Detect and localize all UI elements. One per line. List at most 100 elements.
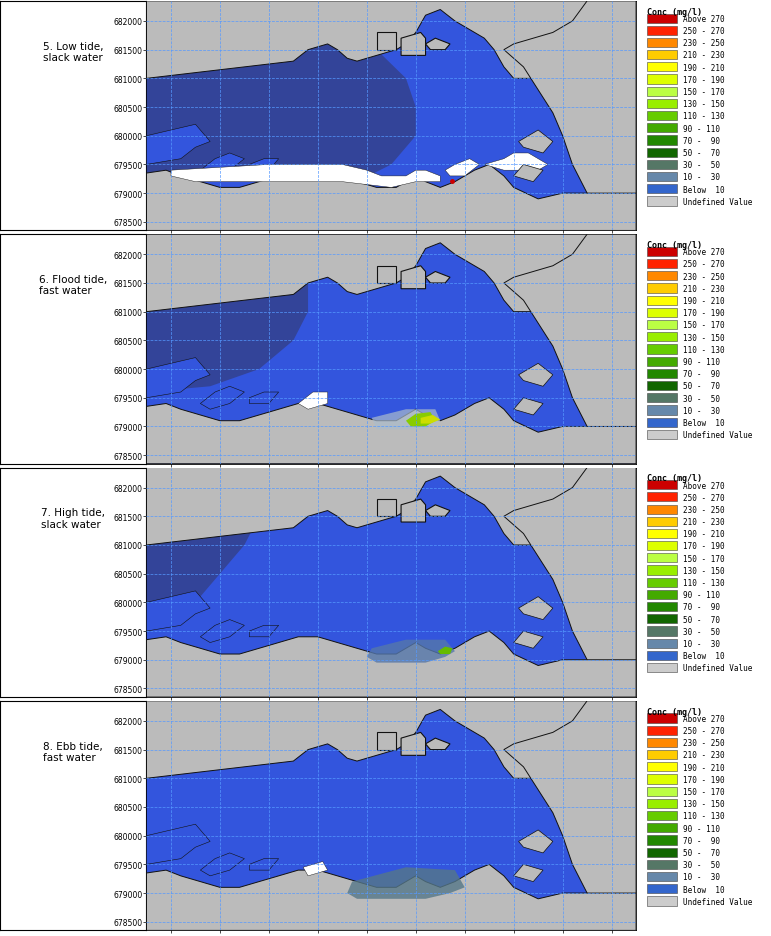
Bar (647, 542, 676, 550)
Polygon shape (426, 739, 450, 750)
Bar (647, 358, 676, 366)
Polygon shape (146, 2, 416, 183)
Polygon shape (146, 235, 308, 392)
Polygon shape (519, 364, 553, 387)
Polygon shape (146, 592, 210, 632)
Polygon shape (146, 701, 636, 779)
Polygon shape (406, 413, 436, 427)
Text: Conc (mg/l): Conc (mg/l) (647, 241, 702, 250)
Polygon shape (200, 154, 244, 177)
Polygon shape (445, 159, 480, 177)
Text: Below  10: Below 10 (683, 651, 725, 661)
Bar (647, 578, 676, 587)
Bar (647, 872, 676, 881)
Text: 110 - 130: 110 - 130 (683, 812, 725, 821)
Bar (647, 848, 676, 856)
Polygon shape (200, 387, 244, 410)
Polygon shape (376, 733, 396, 750)
Bar (647, 14, 676, 23)
Text: 130 - 150: 130 - 150 (683, 333, 725, 343)
Text: 50 -  70: 50 - 70 (683, 848, 720, 857)
Bar (647, 173, 676, 182)
Text: 10 -  30: 10 - 30 (683, 406, 720, 416)
Polygon shape (513, 632, 543, 649)
Bar (647, 285, 676, 293)
Text: 10 -  30: 10 - 30 (683, 639, 720, 649)
Bar (647, 197, 676, 206)
Text: Undefined Value: Undefined Value (683, 664, 752, 673)
Polygon shape (401, 733, 426, 755)
Text: Undefined Value: Undefined Value (683, 897, 752, 906)
Bar (647, 100, 676, 109)
Text: 110 - 130: 110 - 130 (683, 578, 725, 588)
Bar (647, 824, 676, 832)
Text: 170 - 190: 170 - 190 (683, 542, 725, 551)
Text: 190 - 210: 190 - 210 (683, 763, 725, 772)
Bar (647, 897, 676, 905)
Polygon shape (146, 125, 210, 166)
Text: 50 -  70: 50 - 70 (683, 149, 720, 158)
Bar (647, 799, 676, 808)
Bar (647, 394, 676, 402)
Polygon shape (376, 34, 396, 51)
Bar (647, 639, 676, 648)
Text: 190 - 210: 190 - 210 (683, 64, 725, 73)
Bar (647, 603, 676, 611)
Text: 150 - 170: 150 - 170 (683, 787, 725, 797)
Text: 250 - 270: 250 - 270 (683, 27, 725, 36)
Text: 210 - 230: 210 - 230 (683, 285, 725, 294)
Polygon shape (426, 272, 450, 284)
Bar (647, 418, 676, 427)
Bar (647, 664, 676, 672)
Polygon shape (200, 620, 244, 643)
Polygon shape (146, 399, 636, 464)
Text: Below  10: Below 10 (683, 418, 725, 428)
Bar (647, 431, 676, 439)
Polygon shape (298, 392, 328, 410)
Polygon shape (376, 267, 396, 284)
Text: 190 - 210: 190 - 210 (683, 530, 725, 539)
Bar (647, 259, 676, 269)
Text: 150 - 170: 150 - 170 (683, 554, 725, 563)
Text: Above 270: Above 270 (683, 714, 725, 723)
Bar (647, 88, 676, 96)
Polygon shape (519, 131, 553, 154)
Text: 150 - 170: 150 - 170 (683, 88, 725, 97)
Polygon shape (146, 468, 636, 546)
Text: 110 - 130: 110 - 130 (683, 345, 725, 355)
Bar (647, 370, 676, 378)
Text: 190 - 210: 190 - 210 (683, 297, 725, 306)
Polygon shape (200, 853, 244, 876)
Bar (647, 137, 676, 145)
Bar (647, 64, 676, 72)
Text: 70 -  90: 70 - 90 (683, 603, 720, 612)
Text: 170 - 190: 170 - 190 (683, 775, 725, 784)
Polygon shape (146, 358, 210, 399)
Bar (647, 333, 676, 342)
Text: 230 - 250: 230 - 250 (683, 39, 725, 49)
Polygon shape (513, 166, 543, 183)
Polygon shape (504, 701, 636, 930)
Text: 90 - 110: 90 - 110 (683, 124, 720, 134)
Text: 30 -  50: 30 - 50 (683, 161, 720, 170)
Bar (647, 297, 676, 305)
Polygon shape (146, 468, 259, 625)
Polygon shape (376, 500, 396, 517)
Text: 210 - 230: 210 - 230 (683, 751, 725, 760)
Text: 230 - 250: 230 - 250 (683, 739, 725, 748)
Text: Undefined Value: Undefined Value (683, 197, 752, 207)
Bar (647, 382, 676, 390)
Text: Above 270: Above 270 (683, 15, 725, 23)
Polygon shape (146, 2, 636, 80)
Text: Below  10: Below 10 (683, 885, 725, 894)
Bar (647, 860, 676, 869)
Bar (647, 185, 676, 194)
Text: 230 - 250: 230 - 250 (683, 505, 725, 515)
Text: 250 - 270: 250 - 270 (683, 260, 725, 269)
Bar (647, 812, 676, 820)
Bar (647, 627, 676, 636)
Text: Undefined Value: Undefined Value (683, 431, 752, 440)
Polygon shape (146, 825, 210, 865)
Text: 250 - 270: 250 - 270 (683, 726, 725, 735)
Text: 8. Ebb tide,
fast water: 8. Ebb tide, fast water (43, 740, 103, 762)
